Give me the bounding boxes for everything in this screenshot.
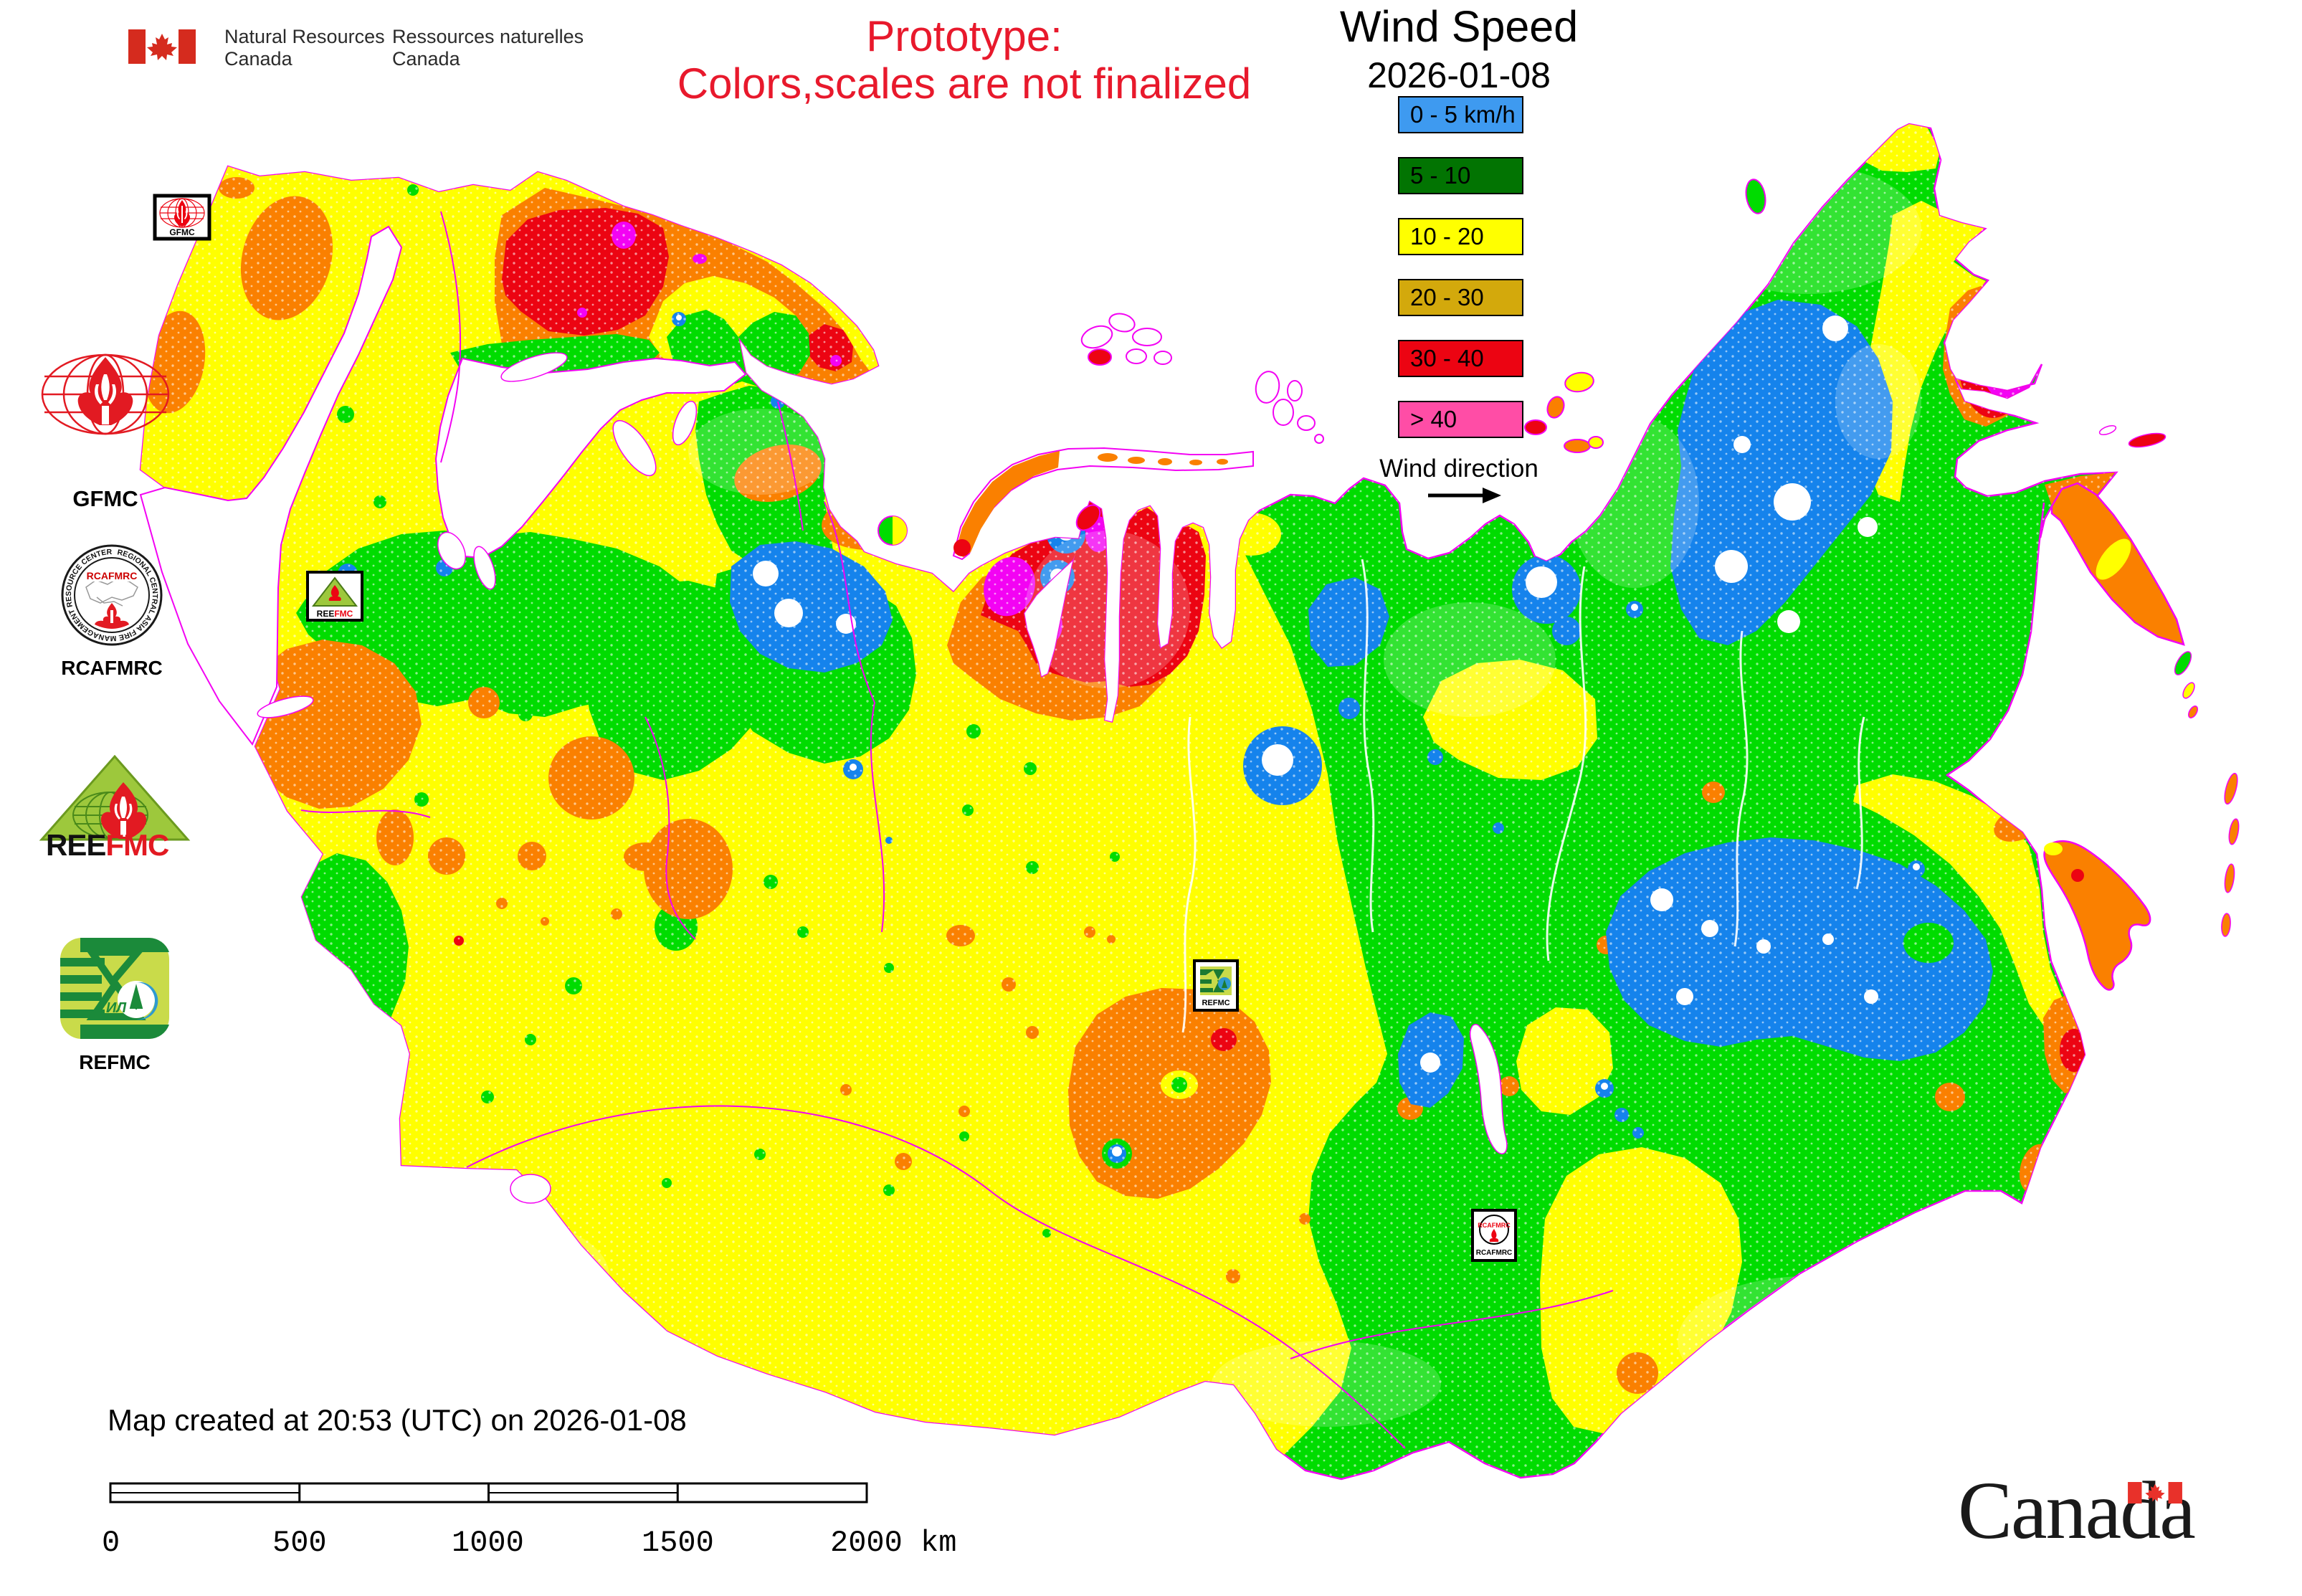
svg-text:RCAFMRC: RCAFMRC [1478, 1222, 1511, 1229]
svg-text:REFMC: REFMC [1202, 999, 1230, 1007]
svg-text:ИЛ: ИЛ [106, 1000, 127, 1016]
svg-text:RCAFMRC: RCAFMRC [87, 570, 138, 581]
svg-text:RCAFMRC: RCAFMRC [1476, 1249, 1513, 1257]
svg-text:REEFMC: REEFMC [46, 828, 169, 857]
svg-text:GFMC: GFMC [169, 227, 195, 237]
svg-text:REEFMC: REEFMC [317, 609, 353, 619]
